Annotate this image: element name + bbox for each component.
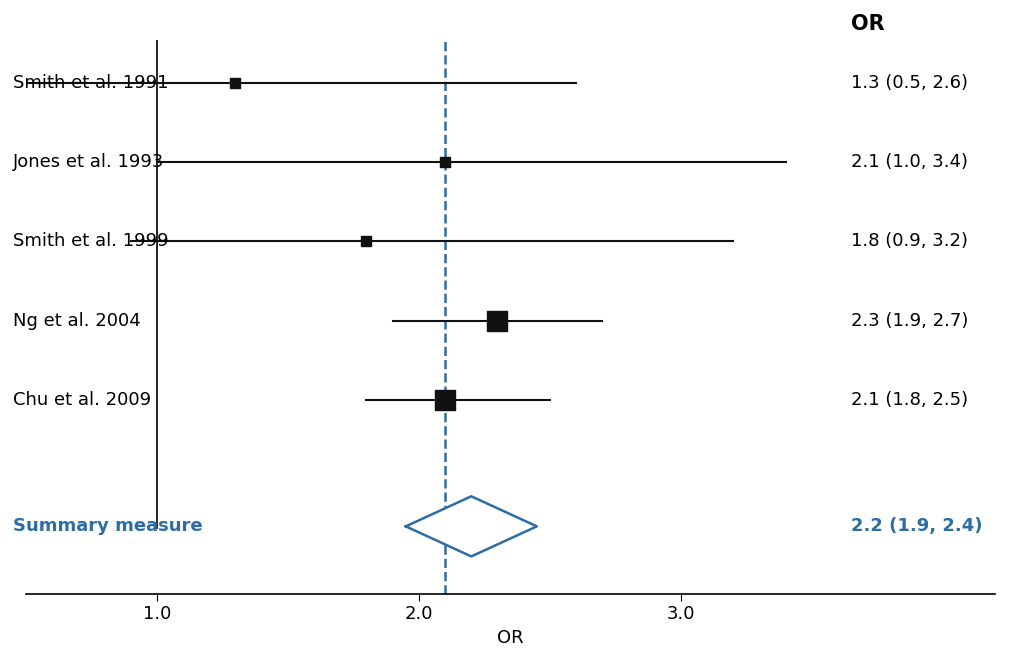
Text: 2.2 (1.9, 2.4): 2.2 (1.9, 2.4)	[851, 518, 983, 536]
Text: 1.3 (0.5, 2.6): 1.3 (0.5, 2.6)	[851, 74, 969, 92]
Text: 1.8 (0.9, 3.2): 1.8 (0.9, 3.2)	[851, 232, 969, 250]
Text: 2.3 (1.9, 2.7): 2.3 (1.9, 2.7)	[851, 312, 969, 330]
Point	[489, 315, 506, 326]
Text: Summary measure: Summary measure	[12, 518, 203, 536]
Point	[437, 157, 454, 167]
Text: OR: OR	[851, 14, 885, 34]
Text: Jones et al. 1993: Jones et al. 1993	[12, 153, 164, 171]
Point	[358, 236, 375, 247]
Text: Smith et al. 1999: Smith et al. 1999	[12, 232, 168, 250]
X-axis label: OR: OR	[498, 629, 524, 647]
Text: 2.1 (1.0, 3.4): 2.1 (1.0, 3.4)	[851, 153, 969, 171]
Text: 2.1 (1.8, 2.5): 2.1 (1.8, 2.5)	[851, 391, 969, 408]
Text: Ng et al. 2004: Ng et al. 2004	[12, 312, 140, 330]
Point	[437, 395, 454, 405]
Text: Chu et al. 2009: Chu et al. 2009	[12, 391, 151, 408]
Text: Smith et al. 1991: Smith et al. 1991	[12, 74, 168, 92]
Polygon shape	[406, 496, 537, 557]
Point	[227, 78, 244, 89]
